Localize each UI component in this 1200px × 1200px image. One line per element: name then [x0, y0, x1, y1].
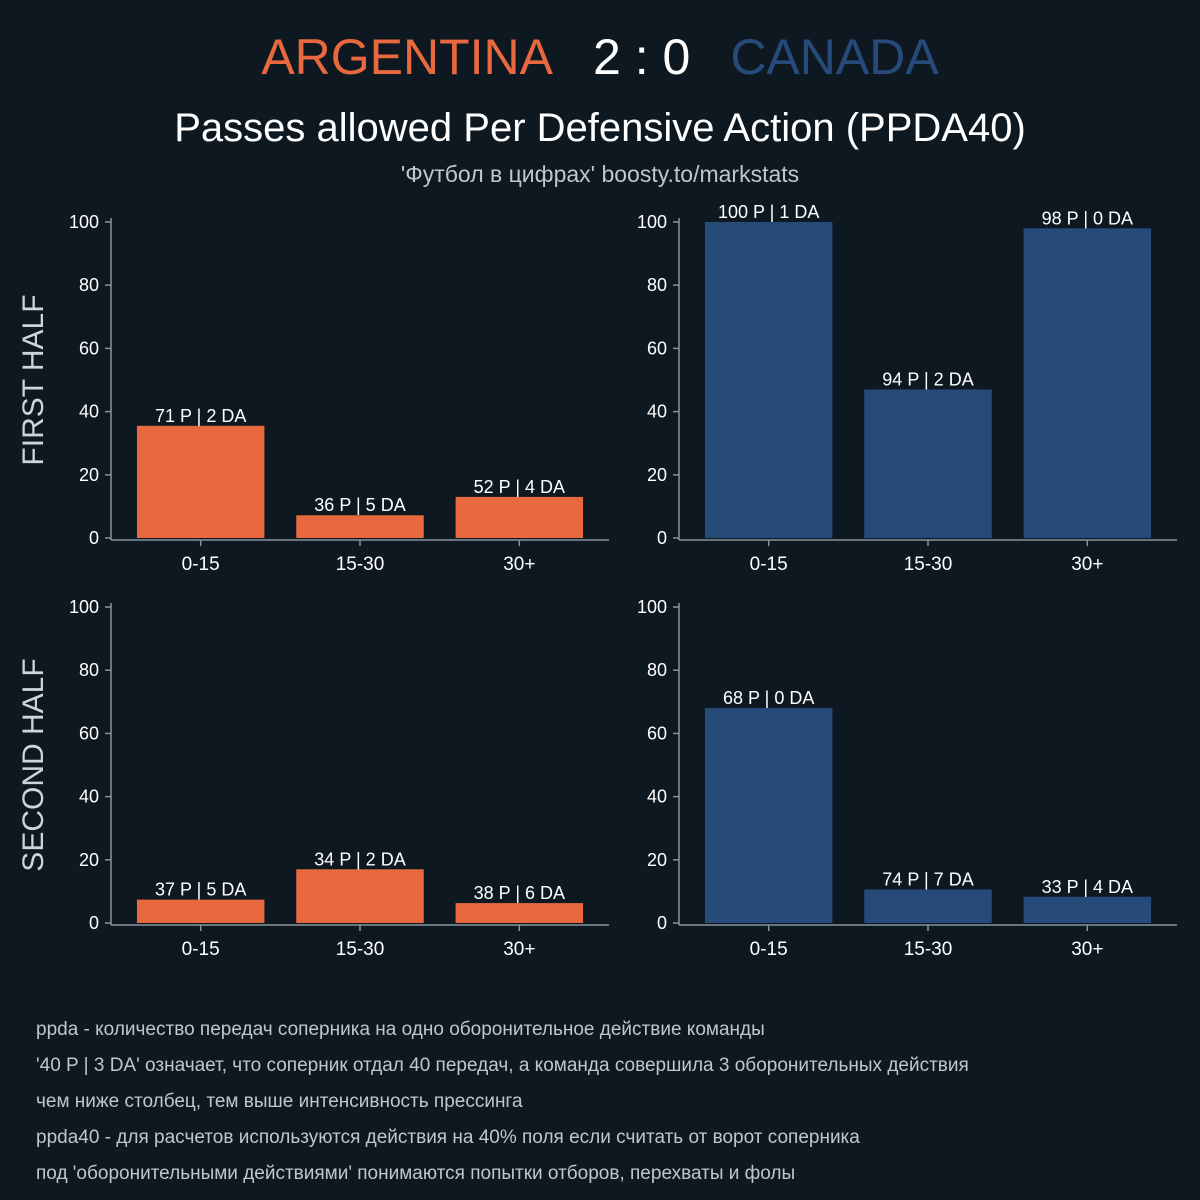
y-tick-label: 100	[69, 597, 99, 617]
bar-argentina-30+	[455, 903, 584, 923]
x-tick-label: 0-15	[750, 939, 788, 960]
y-tick-label: 100	[637, 212, 667, 232]
y-tick-label: 100	[637, 597, 667, 617]
bar-canada-30+	[1023, 896, 1152, 923]
y-tick-label: 0	[657, 913, 667, 933]
x-tick-label: 30+	[1071, 554, 1103, 575]
away-team-name: CANADA	[730, 29, 939, 85]
bar-data-label: 74 P | 7 DA	[882, 870, 973, 890]
y-tick-label: 80	[79, 660, 99, 680]
footnote: чем ниже столбец, тем выше интенсивность…	[36, 1091, 523, 1112]
footnote: под 'оборонительными действиями' понимаю…	[36, 1163, 796, 1184]
x-tick-label: 0-15	[182, 939, 220, 960]
bar-argentina-15-30	[296, 869, 424, 923]
y-tick-label: 20	[79, 850, 99, 870]
y-tick-label: 0	[89, 528, 99, 548]
y-tick-label: 40	[79, 402, 99, 422]
x-tick-label: 15-30	[904, 939, 953, 960]
footnote: ppda40 - для расчетов используются дейст…	[36, 1127, 860, 1148]
home-team-name: ARGENTINA	[261, 29, 554, 85]
score-header: ARGENTINA 2 : 0 CANADA	[0, 28, 1200, 86]
bar-canada-15-30	[864, 389, 992, 538]
chart-title: Passes allowed Per Defensive Action (PPD…	[174, 106, 1026, 150]
bar-data-label: 36 P | 5 DA	[314, 495, 405, 515]
bar-data-label: 33 P | 4 DA	[1042, 877, 1133, 897]
match-score: 2 : 0	[593, 29, 691, 85]
x-tick-label: 15-30	[904, 554, 953, 575]
bar-data-label: 71 P | 2 DA	[155, 406, 246, 426]
y-tick-label: 100	[69, 212, 99, 232]
bar-canada-30+	[1023, 228, 1152, 538]
bar-argentina-30+	[455, 496, 584, 538]
y-tick-label: 80	[79, 275, 99, 295]
y-tick-label: 60	[647, 723, 667, 743]
bar-data-label: 68 P | 0 DA	[723, 688, 814, 708]
y-tick-label: 0	[657, 528, 667, 548]
x-tick-label: 15-30	[336, 939, 385, 960]
y-tick-label: 20	[647, 465, 667, 485]
y-tick-label: 60	[79, 723, 99, 743]
y-tick-label: 60	[79, 338, 99, 358]
x-tick-label: 30+	[503, 939, 535, 960]
y-tick-label: 40	[79, 787, 99, 807]
footnotes: ppda - количество передач соперника на о…	[36, 1012, 1176, 1192]
y-tick-label: 40	[647, 787, 667, 807]
y-tick-label: 80	[647, 660, 667, 680]
bar-argentina-0-15	[136, 899, 265, 923]
bar-data-label: 37 P | 5 DA	[155, 880, 246, 900]
score-line: ARGENTINA 2 : 0 CANADA	[0, 28, 1200, 86]
footnote: ppda - количество передач соперника на о…	[36, 1019, 765, 1040]
bar-canada-0-15	[704, 708, 833, 923]
x-tick-label: 30+	[1071, 939, 1103, 960]
y-tick-label: 20	[647, 850, 667, 870]
bar-data-label: 98 P | 0 DA	[1042, 208, 1133, 228]
y-tick-label: 80	[647, 275, 667, 295]
bar-canada-15-30	[864, 889, 992, 923]
bar-data-label: 52 P | 4 DA	[474, 477, 565, 497]
y-tick-label: 20	[79, 465, 99, 485]
x-tick-label: 0-15	[182, 554, 220, 575]
y-tick-label: 60	[647, 338, 667, 358]
bar-data-label: 100 P | 1 DA	[718, 202, 819, 222]
bar-canada-0-15	[704, 222, 833, 538]
bar-data-label: 34 P | 2 DA	[314, 849, 405, 869]
charts-area: 0 20 40 60 80 100 71 P | 2 DA 0-15 36 P | 5 DA 15…	[69, 202, 1177, 960]
x-tick-label: 30+	[503, 554, 535, 575]
bar-data-label: 94 P | 2 DA	[882, 369, 973, 389]
bar-argentina-15-30	[296, 515, 424, 538]
bar-argentina-0-15	[136, 425, 265, 538]
y-tick-label: 0	[89, 913, 99, 933]
bar-data-label: 38 P | 6 DA	[474, 883, 565, 903]
chart-subtitle: 'Футбол в цифрах' boosty.to/markstats	[400, 161, 800, 187]
footnote: '40 P | 3 DA' означает, что соперник отд…	[36, 1055, 969, 1076]
x-tick-label: 15-30	[336, 554, 385, 575]
x-tick-label: 0-15	[750, 554, 788, 575]
y-tick-label: 40	[647, 402, 667, 422]
